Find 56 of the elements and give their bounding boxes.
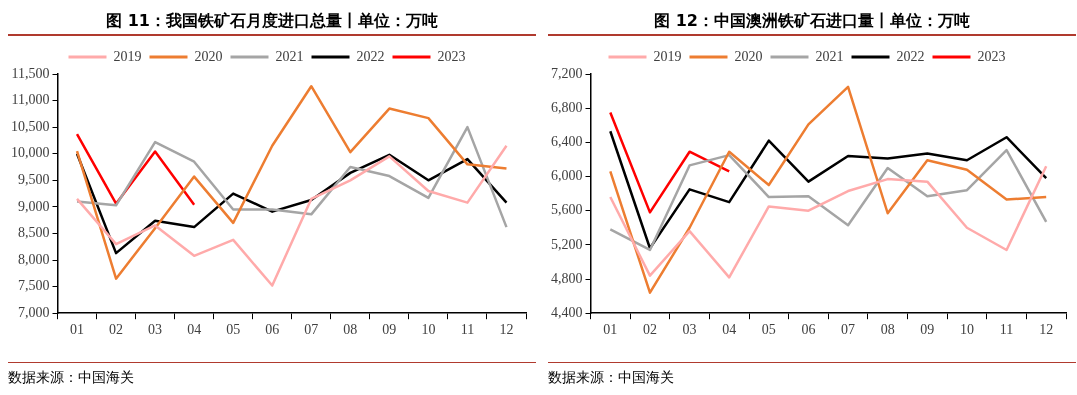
x-tick-label: 11: [460, 322, 475, 338]
legend-label: 2019: [653, 48, 682, 64]
x-tick-label: 02: [109, 322, 124, 338]
y-tick-label: 9,500: [18, 171, 50, 187]
x-tick-label: 11: [999, 322, 1014, 338]
x-tick-label: 10: [959, 322, 974, 338]
x-tick-label: 07: [304, 322, 319, 338]
y-tick-label: 7,000: [18, 304, 50, 320]
x-tick-label: 03: [682, 322, 697, 338]
legend-label: 2022: [356, 48, 385, 64]
y-tick-label: 10,500: [11, 118, 50, 134]
x-tick-label: 10: [421, 322, 436, 338]
legend-label: 2023: [437, 48, 466, 64]
x-tick-label: 02: [642, 322, 657, 338]
y-tick-label: 6,800: [551, 99, 583, 115]
y-tick-label: 4,400: [551, 304, 583, 320]
y-tick-label: 4,800: [551, 270, 583, 286]
legend-label: 2020: [194, 48, 223, 64]
x-tick-label: 06: [801, 322, 816, 338]
x-tick-label: 07: [841, 322, 856, 338]
x-tick-label: 12: [499, 322, 514, 338]
chart-title: 图 12：中国澳洲铁矿石进口量丨单位：万吨: [548, 8, 1076, 36]
x-tick-label: 08: [343, 322, 358, 338]
y-tick-label: 5,600: [551, 202, 583, 218]
x-tick-label: 04: [722, 322, 737, 338]
legend-label: 2021: [275, 48, 304, 64]
y-tick-label: 10,000: [11, 145, 50, 161]
x-tick-label: 08: [880, 322, 895, 338]
legend-label: 2020: [734, 48, 763, 64]
y-tick-label: 6,000: [551, 168, 583, 184]
y-tick-label: 8,000: [18, 251, 50, 267]
y-tick-label: 5,200: [551, 236, 583, 252]
legend-label: 2019: [113, 48, 142, 64]
legend-label: 2022: [896, 48, 925, 64]
x-tick-label: 05: [761, 322, 776, 338]
x-tick-label: 01: [70, 322, 85, 338]
legend-label: 2021: [815, 48, 844, 64]
source-note: 数据来源：中国海关: [548, 369, 675, 387]
chart-title: 图 11：我国铁矿石月度进口总量丨单位：万吨: [8, 8, 536, 36]
x-tick-label: 06: [265, 322, 280, 338]
x-tick-label: 12: [1039, 322, 1054, 338]
x-tick-label: 03: [148, 322, 163, 338]
x-tick-label: 01: [603, 322, 618, 338]
y-tick-label: 8,500: [18, 225, 50, 241]
x-tick-label: 04: [187, 322, 202, 338]
y-tick-label: 6,400: [551, 134, 583, 150]
x-tick-label: 05: [226, 322, 241, 338]
y-tick-label: 9,000: [18, 198, 50, 214]
y-tick-label: 11,000: [11, 92, 50, 108]
x-tick-label: 09: [920, 322, 935, 338]
source-note: 数据来源：中国海关: [8, 369, 135, 387]
legend-label: 2023: [977, 48, 1006, 64]
y-tick-label: 7,200: [551, 65, 583, 81]
x-tick-label: 09: [382, 322, 397, 338]
y-tick-label: 11,500: [11, 65, 50, 81]
y-tick-label: 7,500: [18, 278, 50, 294]
